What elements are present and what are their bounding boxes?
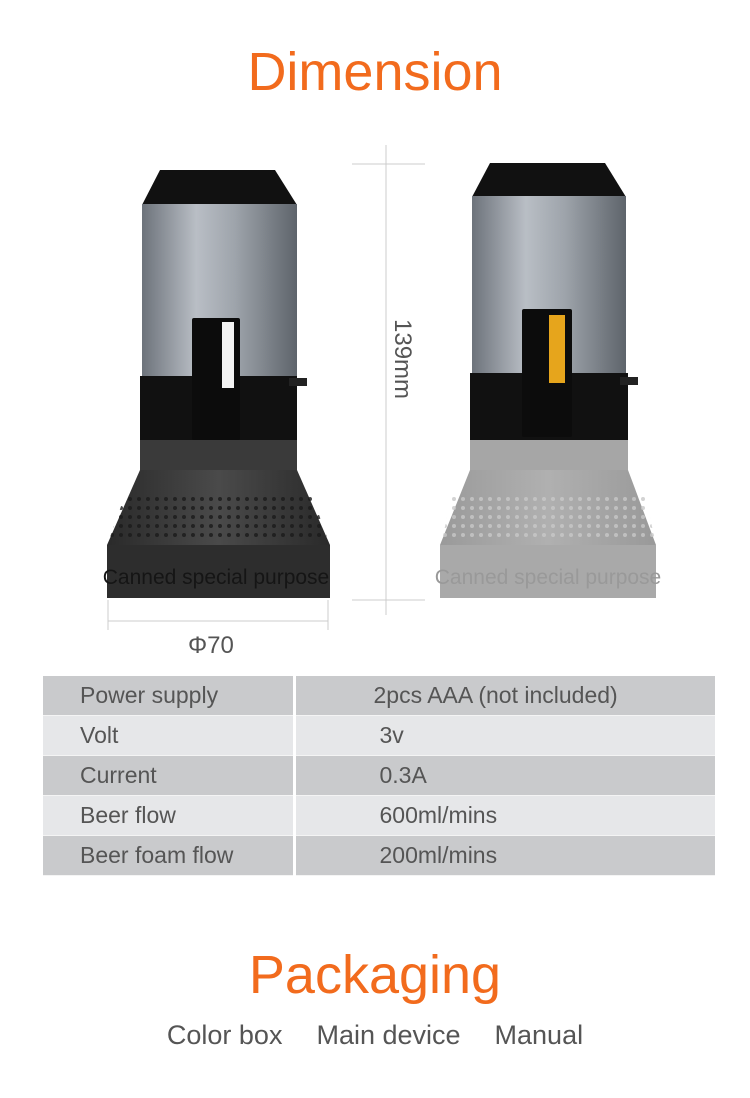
packaging-item: Color box — [166, 1020, 283, 1050]
spec-label: Volt — [43, 715, 296, 756]
spec-label: Current — [43, 755, 296, 796]
device-black-base: Canned special purpose — [103, 170, 330, 598]
spec-value: 2pcs AAA (not included) — [294, 676, 715, 716]
packaging-item: Main device — [316, 1020, 461, 1050]
svg-text:Canned special purpose: Canned special purpose — [435, 566, 662, 589]
spec-value: 600ml/mins — [294, 795, 715, 836]
spec-label: Power supply — [43, 676, 296, 716]
packaging-list: Color box Main device Manual — [0, 1020, 750, 1051]
table-row: Current 0.3A — [43, 755, 715, 796]
spec-value: 0.3A — [294, 755, 715, 796]
table-row: Power supply 2pcs AAA (not included) — [43, 676, 715, 716]
table-row: Beer foam flow 200ml/mins — [43, 835, 715, 876]
height-label: 139mm — [389, 319, 416, 400]
height-dimension-line — [352, 145, 425, 615]
diameter-dimension-line — [107, 600, 329, 630]
table-row: Beer flow 600ml/mins — [43, 795, 715, 836]
spec-label: Beer flow — [43, 795, 296, 836]
svg-text:Canned special purpose: Canned special purpose — [103, 566, 330, 589]
product-dimension-illustration: Canned special purpose Canned special pu… — [103, 145, 662, 630]
packaging-title: Packaging — [248, 945, 502, 1005]
diameter-label: Φ70 — [188, 632, 234, 659]
spec-table: Power supply 2pcs AAA (not included) Vol… — [43, 676, 715, 876]
spec-label: Beer foam flow — [43, 835, 296, 876]
spec-value: 3v — [294, 715, 715, 756]
device-grey-base: Canned special purpose — [435, 163, 662, 598]
table-row: Volt 3v — [43, 715, 715, 756]
packaging-item: Manual — [494, 1020, 584, 1050]
spec-value: 200ml/mins — [294, 835, 715, 876]
dimension-title: Dimension — [247, 42, 503, 102]
